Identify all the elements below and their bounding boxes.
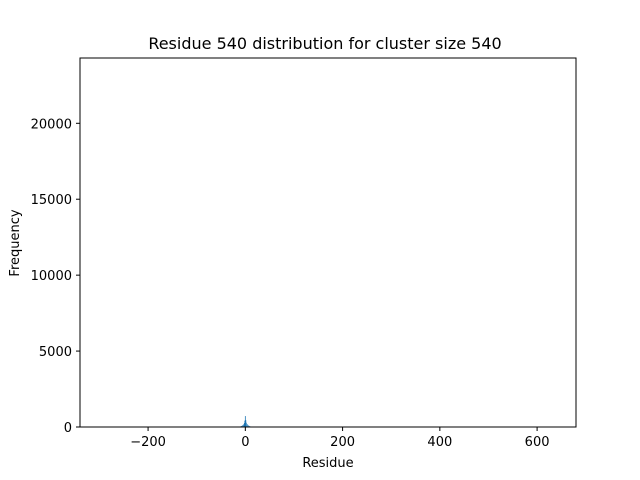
- y-tick-label: 10000: [31, 269, 72, 284]
- histogram-bar: [241, 425, 242, 427]
- x-tick-label: 200: [330, 435, 355, 450]
- y-tick-label: 20000: [31, 117, 72, 132]
- histogram-bar: [242, 424, 244, 427]
- histogram-bar: [243, 423, 245, 427]
- histogram-bar: [245, 422, 247, 427]
- x-tick-label: 400: [427, 435, 452, 450]
- histogram-bar: [244, 420, 246, 427]
- y-axis-ticks: 0 5000 10000 15000 20000: [31, 117, 80, 436]
- y-tick-label: 0: [64, 421, 72, 436]
- histogram-bar: [242, 425, 243, 427]
- x-tick-label: −200: [130, 435, 166, 450]
- histogram-bar: [244, 416, 246, 427]
- chart-title: Residue 540 distribution for cluster siz…: [148, 34, 501, 53]
- y-axis-label: Frequency: [8, 209, 23, 276]
- histogram-bar: [245, 420, 247, 427]
- histogram-bar: [246, 424, 248, 427]
- y-tick-label: 15000: [31, 193, 72, 208]
- plot-frame: [79, 57, 577, 428]
- x-axis-label: Residue: [302, 456, 353, 471]
- x-tick-label: 600: [525, 435, 550, 450]
- histogram-bar: [248, 425, 250, 427]
- x-tick-label: 0: [241, 435, 249, 450]
- y-tick-label: 5000: [39, 345, 72, 360]
- histogram-bar: [247, 425, 249, 427]
- x-axis-ticks: −200 0 200 400 600: [130, 427, 550, 450]
